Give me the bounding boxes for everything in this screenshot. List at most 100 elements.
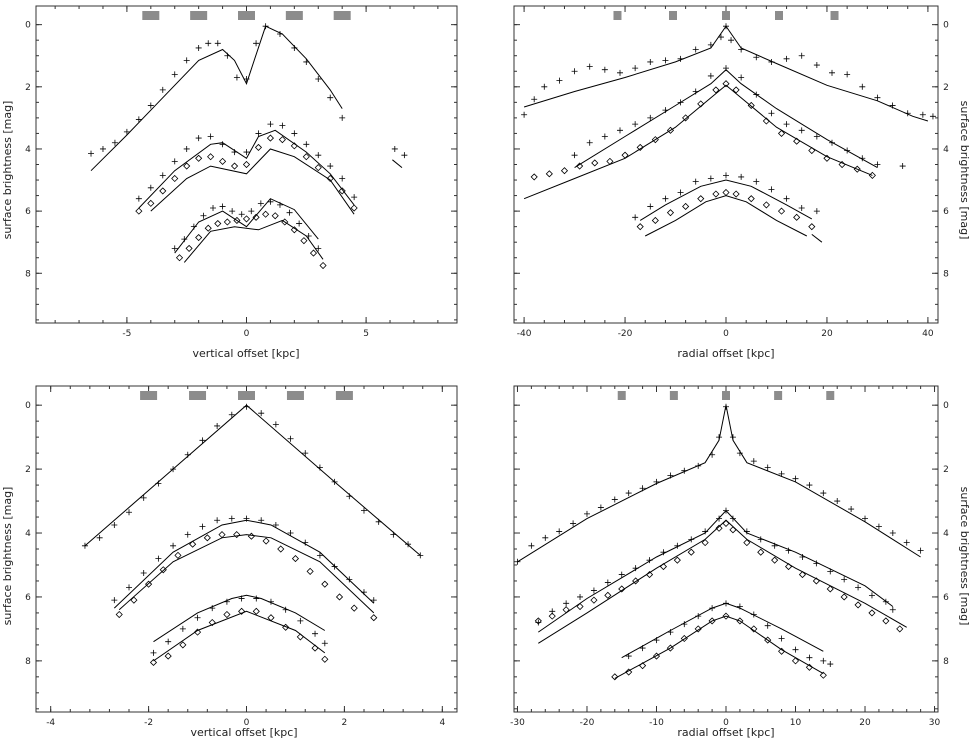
slit-marker <box>774 391 783 400</box>
data-point-diamond <box>290 226 298 234</box>
x-tick-label: -5 <box>122 329 131 339</box>
data-point-plus <box>709 605 716 612</box>
data-point-plus <box>147 184 154 191</box>
data-point-plus <box>81 542 88 549</box>
data-point-plus <box>199 523 206 530</box>
data-point-plus <box>768 186 775 193</box>
data-point-diamond <box>682 114 690 122</box>
data-point-plus <box>184 531 191 538</box>
x-tick-label: 4 <box>439 718 445 728</box>
data-point-plus <box>370 597 377 604</box>
data-point-diamond <box>262 210 270 218</box>
data-point-plus <box>874 161 881 168</box>
x-tick-label: 40 <box>922 329 934 339</box>
data-point-plus <box>315 245 322 252</box>
data-point-plus <box>597 504 604 511</box>
data-point-plus <box>339 114 346 121</box>
data-point-diamond <box>350 604 358 612</box>
data-point-plus <box>253 595 260 602</box>
data-point-diamond <box>666 126 675 134</box>
data-point-plus <box>716 515 723 522</box>
data-point-diamond <box>230 162 239 170</box>
data-point-diamond <box>338 187 346 195</box>
data-point-diamond <box>214 219 222 228</box>
data-point-diamond <box>732 190 740 198</box>
data-point-plus <box>738 46 745 53</box>
data-point-plus <box>783 121 790 128</box>
data-point-plus <box>571 68 578 75</box>
data-point-plus <box>590 587 597 594</box>
data-point-plus <box>874 94 881 101</box>
data-point-plus <box>200 212 207 219</box>
model-curve <box>538 519 907 644</box>
data-point-plus <box>194 614 201 621</box>
data-point-plus <box>695 613 702 620</box>
data-point-plus <box>757 536 764 543</box>
data-point-diamond <box>290 142 298 150</box>
data-point-diamond <box>659 563 668 571</box>
x-tick-label: 20 <box>821 329 833 339</box>
data-point-plus <box>210 205 217 212</box>
y-tick-label: 0 <box>943 401 949 411</box>
data-point-diamond <box>853 165 861 173</box>
panel-bottom-left: vertical offset [kpc] surface brightness… <box>1 385 458 739</box>
data-point-plus <box>276 201 283 208</box>
data-point-plus <box>834 498 841 505</box>
data-point-diamond <box>576 162 584 170</box>
y-tick-label: 4 <box>943 529 949 539</box>
data-point-diamond <box>252 607 260 615</box>
data-point-plus <box>267 198 274 205</box>
slit-marker <box>613 11 622 20</box>
data-point-plus <box>563 600 570 607</box>
data-point-plus <box>170 542 177 549</box>
data-point-plus <box>723 23 729 30</box>
data-point-plus <box>728 37 735 44</box>
data-point-plus <box>229 208 236 215</box>
data-point-diamond <box>306 567 314 575</box>
data-point-plus <box>859 155 866 162</box>
data-point-plus <box>617 127 623 134</box>
data-point-plus <box>677 99 684 106</box>
y-tick-label: 6 <box>943 207 949 217</box>
data-point-diamond <box>778 647 786 655</box>
data-point-diamond <box>590 596 598 604</box>
data-point-plus <box>647 203 654 210</box>
data-point-diamond <box>636 143 644 151</box>
data-point-plus <box>312 630 319 637</box>
data-point-plus <box>827 661 834 668</box>
data-point-plus <box>829 69 835 76</box>
data-point-diamond <box>262 537 270 545</box>
data-point-plus <box>692 46 699 53</box>
data-point-diamond <box>545 170 553 178</box>
x-tick-label: -10 <box>649 718 664 728</box>
data-point-plus <box>798 127 805 134</box>
data-point-plus <box>778 635 785 642</box>
data-point-diamond <box>115 610 123 619</box>
data-point-diamond <box>350 204 358 212</box>
data-point-plus <box>632 565 639 572</box>
data-point-plus <box>736 450 743 457</box>
data-point-plus <box>844 147 851 154</box>
data-point-plus <box>882 598 889 605</box>
data-point-plus <box>111 522 118 529</box>
data-point-diamond <box>218 531 226 539</box>
data-point-plus <box>889 606 896 613</box>
data-point-plus <box>653 637 660 644</box>
y-tick-label: 2 <box>943 83 949 93</box>
data-point-plus <box>302 539 309 546</box>
data-point-plus <box>209 605 216 612</box>
y-axis-label: surface brightness [mag] <box>1 487 14 626</box>
data-point-diamond <box>632 577 640 585</box>
data-point-diamond <box>266 134 274 142</box>
data-point-diamond <box>697 100 705 108</box>
data-point-plus <box>556 528 563 535</box>
data-point-plus <box>639 645 646 652</box>
data-point-plus <box>214 422 221 429</box>
data-point-plus <box>702 528 709 535</box>
data-point-diamond <box>666 644 674 652</box>
data-point-plus <box>768 110 775 117</box>
data-point-plus <box>291 130 298 137</box>
data-point-plus <box>688 536 695 543</box>
model-curve <box>138 129 355 209</box>
data-point-plus <box>813 133 820 140</box>
